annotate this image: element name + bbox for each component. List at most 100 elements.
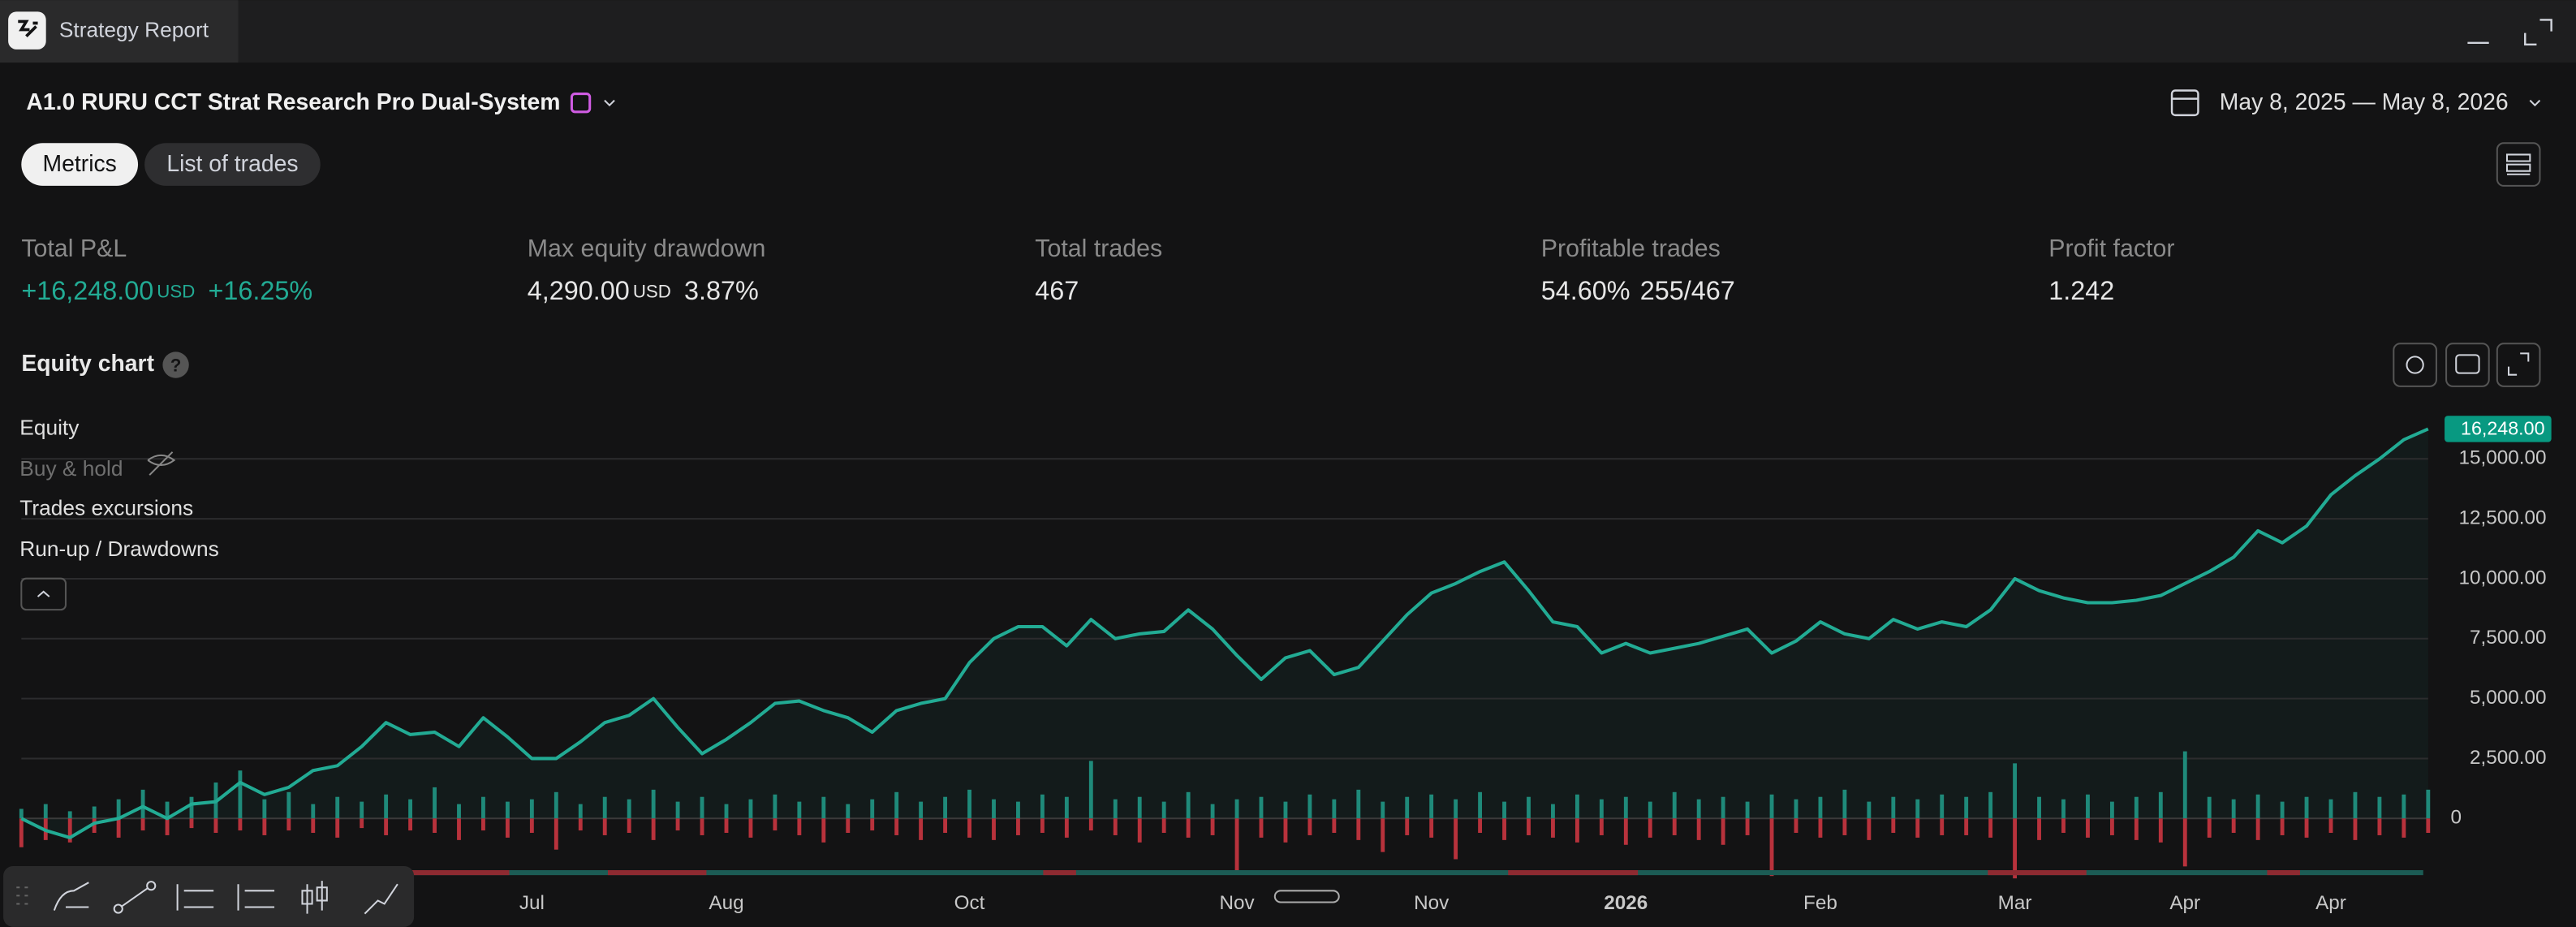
runup-bar [1478, 791, 1483, 819]
metric-label: Max equity drawdown [528, 235, 766, 262]
last-value-label: 16,248.00 [2461, 418, 2545, 439]
runup-bar [2231, 799, 2236, 819]
drawdown-bar [1721, 818, 1725, 845]
drawdown-bar [1964, 818, 1969, 835]
tool-short[interactable] [237, 884, 275, 911]
fullscreen-button[interactable] [2496, 343, 2541, 387]
drawdown-bar [2426, 818, 2431, 834]
runup-bar [1502, 801, 1506, 819]
drawdown-bar [1988, 818, 1993, 838]
date-chevron[interactable] [2529, 99, 2541, 107]
legend-item[interactable]: Trades excursions [19, 496, 193, 520]
strategy-name[interactable]: A1.0 RURU CCT Strat Research Pro Dual-Sy… [26, 89, 560, 115]
snapshot-button[interactable] [2445, 343, 2490, 387]
legend-item[interactable]: Run-up / Drawdowns [19, 537, 219, 561]
collapse-button[interactable] [20, 577, 67, 611]
drawdown-bar [870, 818, 875, 831]
drawdown-bar [1307, 818, 1312, 835]
runup-bar [1745, 801, 1750, 819]
drawdown-bar [2231, 818, 2236, 834]
drawdown-bar [1551, 818, 1555, 838]
layout-button[interactable] [2496, 142, 2541, 187]
runup-bar [1988, 791, 1993, 819]
runup-bar [1842, 789, 1847, 819]
metric-label: Total P&L [21, 235, 127, 262]
drawdown-bar [19, 818, 24, 847]
legend-item[interactable]: Buy & hold [19, 456, 123, 481]
tool-candles[interactable] [301, 881, 328, 914]
scroll-handle[interactable] [1273, 890, 1340, 903]
date-range[interactable]: May 8, 2025 — May 8, 2026 [2220, 89, 2509, 115]
runup-bar [116, 799, 121, 819]
metric-value: 54.60% [1541, 276, 1630, 305]
runup-bar [967, 789, 971, 819]
x-tick-label: 2026 [1604, 892, 1648, 914]
x-tick-label: Mar [1998, 892, 2032, 914]
drawdown-bar [238, 818, 243, 831]
chart-title: Equity chart [21, 351, 154, 377]
tab-metrics[interactable] [21, 143, 139, 186]
drawdown-bar [1405, 818, 1410, 835]
runup-bar [286, 791, 291, 819]
drawdown-bar [433, 818, 437, 834]
metric-label: Profitable trades [1541, 235, 1721, 262]
settings-button[interactable] [2393, 343, 2437, 387]
runup-bar [529, 799, 534, 819]
runup-bar [1234, 799, 1239, 819]
drawdown-bar [1040, 818, 1045, 834]
tool-brush[interactable] [53, 882, 89, 911]
drawdown-bar [2304, 818, 2309, 838]
metric-value: +16,248.00 [21, 276, 153, 305]
drawdown-bar [2353, 818, 2358, 840]
drawdown-bar [675, 818, 680, 831]
metric-unit: USD [633, 281, 671, 301]
y-tick-label: 10,000.00 [2459, 567, 2547, 589]
maximize-button[interactable] [2524, 19, 2552, 46]
tab-trades[interactable] [144, 143, 321, 186]
equity-line [20, 427, 2429, 839]
hidden-icon[interactable] [147, 451, 176, 476]
legend-item[interactable]: Equity [19, 415, 80, 439]
runup-bar [2280, 801, 2285, 819]
runup-bar [189, 796, 194, 819]
runup-bar [797, 801, 802, 819]
drawdown-bar [481, 818, 485, 831]
runup-bar [1186, 791, 1191, 819]
drawdown-bar [2086, 818, 2090, 838]
runup-bar [360, 801, 364, 819]
runup-bar [943, 796, 948, 819]
runup-bar [1964, 796, 1969, 819]
runup-bar [238, 770, 243, 819]
runup-bar [1721, 796, 1725, 819]
drawdown-bar [1599, 818, 1604, 835]
y-tick-label: 12,500.00 [2459, 507, 2547, 529]
calendar-icon[interactable] [2170, 89, 2199, 117]
tool-long[interactable] [176, 884, 214, 911]
metric-value: 1.242 [2048, 276, 2114, 305]
tool-line[interactable] [118, 885, 152, 910]
tab-label[interactable]: Metrics [43, 151, 117, 177]
runup-bar [2086, 794, 2090, 819]
drawdown-bar [360, 818, 364, 829]
fullscreen-icon [2507, 352, 2530, 376]
runup-bar [1794, 799, 1798, 819]
runup-bar [2013, 763, 2018, 819]
drawdown-bar [2037, 818, 2041, 840]
drawdown-bar [992, 818, 996, 840]
strategy-chevron[interactable] [604, 99, 615, 107]
drawdown-bar [2255, 818, 2260, 840]
runup-bar [1040, 794, 1045, 819]
drawdown-bar [1745, 818, 1750, 835]
runup-bar [2061, 799, 2066, 819]
runup-bar [140, 789, 145, 819]
tab-label[interactable]: List of trades [166, 151, 298, 177]
toolbar-grip[interactable] [16, 886, 28, 905]
runup-bar [1429, 794, 1434, 819]
drawdown-bar [1381, 818, 1385, 852]
tool-trend[interactable] [364, 883, 398, 915]
runup-bar [2353, 791, 2358, 819]
drawdown-bar [919, 818, 924, 840]
runup-bar [1210, 804, 1215, 819]
help-icon[interactable] [162, 351, 189, 378]
